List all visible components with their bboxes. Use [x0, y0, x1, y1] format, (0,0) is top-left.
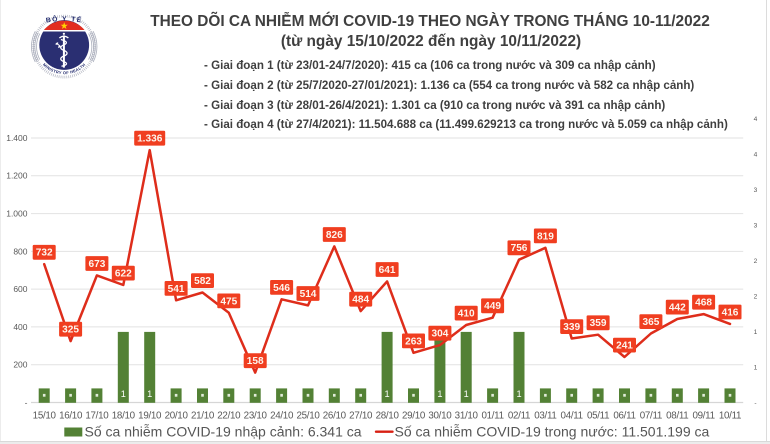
- svg-text:2: 2: [754, 258, 758, 265]
- svg-text:02/11: 02/11: [508, 411, 530, 422]
- svg-text:21/10: 21/10: [191, 411, 215, 422]
- svg-text:200: 200: [13, 360, 27, 370]
- svg-text:416: 416: [722, 307, 739, 318]
- svg-text:359: 359: [590, 318, 607, 329]
- svg-text:484: 484: [352, 295, 369, 306]
- svg-text:475: 475: [220, 296, 237, 307]
- svg-text:468: 468: [695, 298, 712, 309]
- svg-text:04/11: 04/11: [561, 411, 583, 422]
- svg-text:826: 826: [326, 230, 343, 241]
- svg-text:1: 1: [147, 389, 152, 399]
- svg-text:26/10: 26/10: [323, 411, 347, 422]
- svg-text:622: 622: [115, 269, 132, 280]
- svg-text:325: 325: [62, 325, 79, 336]
- svg-text:365: 365: [642, 317, 659, 328]
- svg-text:1.200: 1.200: [6, 171, 28, 181]
- svg-text:732: 732: [36, 248, 53, 259]
- svg-text:514: 514: [300, 289, 317, 300]
- svg-text:08/11: 08/11: [666, 411, 688, 422]
- svg-text:263: 263: [405, 336, 422, 347]
- svg-text:546: 546: [273, 283, 290, 294]
- svg-text:31/10: 31/10: [455, 411, 479, 422]
- svg-text:304: 304: [431, 329, 448, 340]
- svg-text:600: 600: [13, 284, 27, 294]
- svg-text:01/11: 01/11: [481, 411, 503, 422]
- svg-text:24/10: 24/10: [270, 411, 294, 422]
- svg-text:1: 1: [754, 329, 758, 336]
- svg-text:1.336: 1.336: [137, 134, 163, 145]
- svg-text:582: 582: [194, 276, 211, 287]
- svg-text:541: 541: [168, 284, 185, 295]
- svg-text:27/10: 27/10: [349, 411, 373, 422]
- svg-text:449: 449: [484, 301, 501, 312]
- svg-text:339: 339: [563, 322, 580, 333]
- svg-text:06/11: 06/11: [613, 411, 635, 422]
- svg-text:BỘ Y TẾ: BỘ Y TẾ: [45, 14, 83, 25]
- svg-text:800: 800: [13, 246, 27, 256]
- svg-text:05/11: 05/11: [587, 411, 609, 422]
- svg-text:-: -: [754, 400, 756, 407]
- svg-text:15/10: 15/10: [33, 411, 57, 422]
- svg-text:23/10: 23/10: [244, 411, 268, 422]
- svg-text:1: 1: [385, 389, 390, 399]
- svg-text:29/10: 29/10: [402, 411, 426, 422]
- svg-text:1.000: 1.000: [6, 209, 28, 219]
- svg-text:03/11: 03/11: [534, 411, 556, 422]
- svg-text:25/10: 25/10: [296, 411, 320, 422]
- svg-text:410: 410: [458, 309, 475, 320]
- svg-text:3: 3: [754, 187, 758, 194]
- svg-text:1: 1: [516, 389, 521, 399]
- svg-text:756: 756: [511, 243, 528, 254]
- svg-text:1: 1: [437, 389, 442, 399]
- svg-text:4: 4: [754, 152, 758, 159]
- svg-text:-: -: [25, 397, 28, 407]
- svg-text:18/10: 18/10: [112, 411, 136, 422]
- svg-text:241: 241: [616, 341, 633, 352]
- svg-text:819: 819: [537, 231, 554, 242]
- svg-text:07/11: 07/11: [640, 411, 662, 422]
- svg-text:16/10: 16/10: [59, 411, 83, 422]
- svg-text:442: 442: [669, 303, 686, 314]
- svg-text:30/10: 30/10: [428, 411, 452, 422]
- svg-text:09/11: 09/11: [692, 411, 714, 422]
- svg-text:400: 400: [13, 322, 27, 332]
- svg-text:22/10: 22/10: [217, 411, 241, 422]
- svg-text:641: 641: [379, 265, 396, 276]
- svg-text:Số ca nhiễm COVID-19 trong nướ: Số ca nhiễm COVID-19 trong nước: 11.501.…: [395, 423, 710, 439]
- svg-text:Số ca nhiễm COVID-19 nhập cảnh: Số ca nhiễm COVID-19 nhập cảnh: 6.341 ca: [85, 423, 362, 439]
- svg-text:158: 158: [247, 356, 264, 367]
- svg-text:20/10: 20/10: [165, 411, 189, 422]
- svg-text:1: 1: [121, 389, 126, 399]
- svg-text:1: 1: [754, 365, 758, 372]
- svg-text:10/11: 10/11: [719, 411, 741, 422]
- svg-text:1: 1: [464, 389, 469, 399]
- svg-text:1.400: 1.400: [6, 133, 28, 143]
- svg-text:3: 3: [754, 223, 758, 230]
- svg-text:673: 673: [88, 259, 105, 270]
- svg-text:28/10: 28/10: [376, 411, 400, 422]
- svg-text:17/10: 17/10: [85, 411, 109, 422]
- svg-text:4: 4: [754, 116, 758, 123]
- svg-text:2: 2: [754, 294, 758, 301]
- svg-text:19/10: 19/10: [138, 411, 162, 422]
